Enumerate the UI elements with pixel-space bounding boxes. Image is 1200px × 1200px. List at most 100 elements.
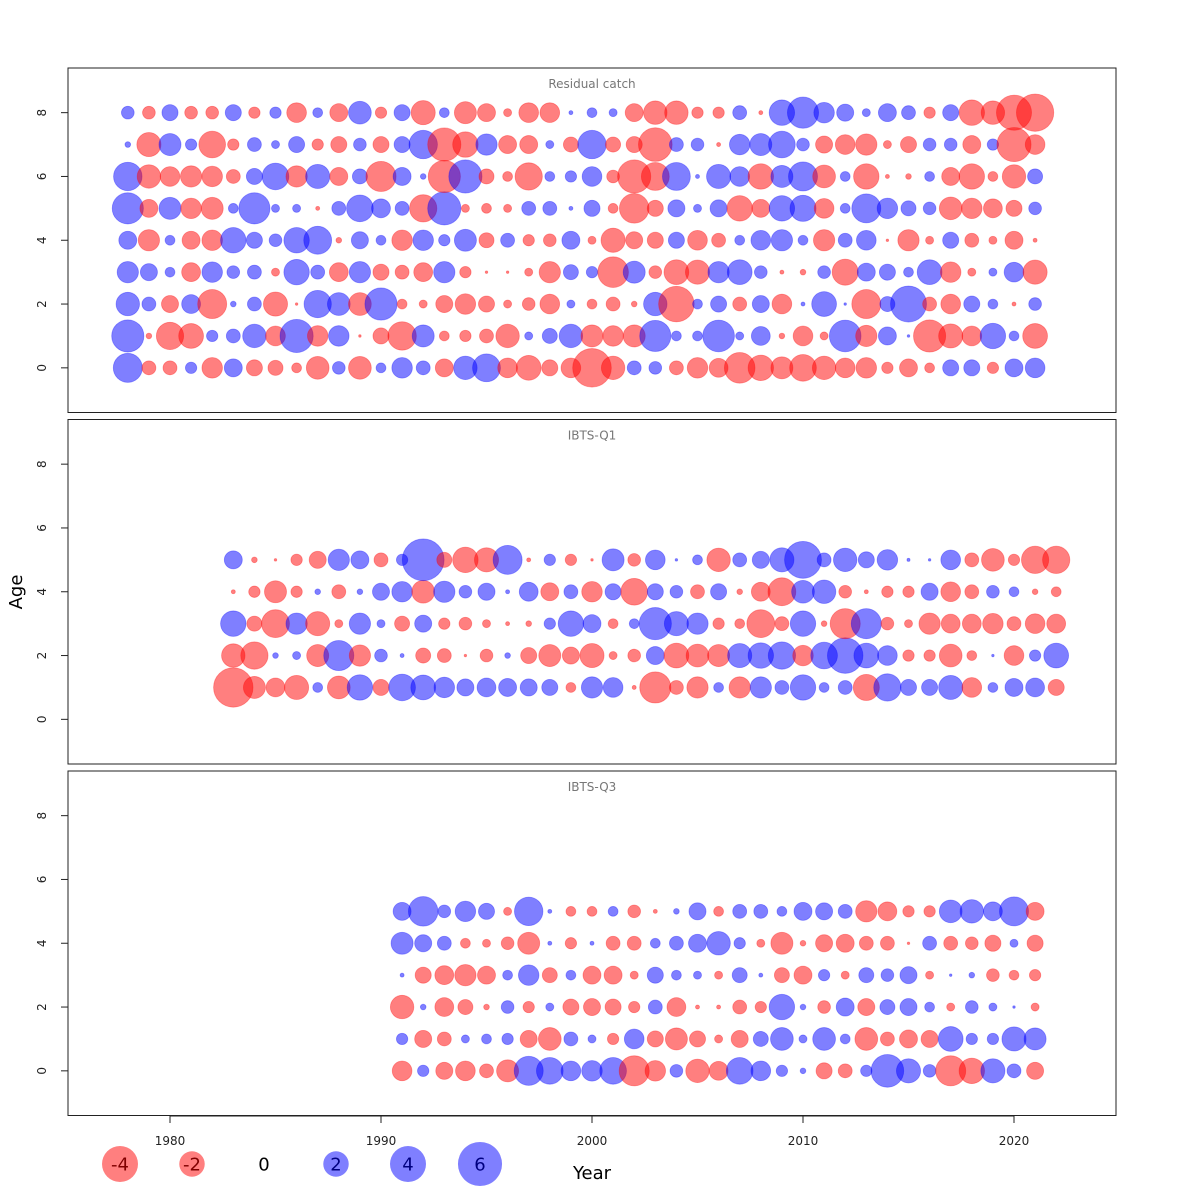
bubble-age0-2020 <box>1004 358 1024 378</box>
bubble-age2-2015 <box>902 649 915 662</box>
bubble-age4-1995 <box>477 582 496 601</box>
bubble-age3-2007 <box>734 618 746 629</box>
bubble-age4-2014 <box>881 585 894 598</box>
bubble-age0-1990 <box>375 362 387 374</box>
bubble-age6-2000 <box>581 166 603 187</box>
legend-label: 6 <box>474 1155 485 1176</box>
bubble-age0-1988 <box>332 361 346 375</box>
bubble-age5-1988 <box>327 548 350 571</box>
bubble-age3-2008 <box>754 265 768 279</box>
bubble-age4-2013 <box>863 589 869 595</box>
bubble-age6-1990 <box>365 160 397 192</box>
bubble-age5-2020 <box>999 896 1029 927</box>
bubble-age2-2008 <box>754 1000 767 1014</box>
bubble-age8-1992 <box>410 100 436 126</box>
bubble-age7-2006 <box>716 142 722 147</box>
bubble-age4-1988 <box>335 237 343 244</box>
bubble-age5-1983 <box>227 203 239 214</box>
bubble-age5-1990 <box>373 552 389 568</box>
bubble-age5-1987 <box>315 205 321 211</box>
bubble-age0-2007 <box>725 1057 754 1085</box>
bubble-age0-1982 <box>201 357 223 379</box>
bubble-age2-2005 <box>692 298 703 310</box>
bubble-age8-2007 <box>732 105 748 121</box>
bubble-age4-2012 <box>838 584 852 599</box>
bubble-age1-1998 <box>541 328 558 344</box>
bubble-age2-2004 <box>663 642 690 669</box>
bubble-age8-1982 <box>205 105 219 120</box>
bubble-age1-1990 <box>372 678 390 696</box>
bubble-age1-2020 <box>1004 678 1024 697</box>
bubble-age2-2014 <box>877 645 898 666</box>
bubble-age3-2014 <box>880 616 895 631</box>
bubble-age0-1993 <box>435 1061 454 1080</box>
bubble-age3-2006 <box>707 261 730 284</box>
bubble-age3-2002 <box>622 260 646 284</box>
bubble-age4-2015 <box>897 229 920 252</box>
bubble-age0-1994 <box>455 1060 476 1082</box>
bubble-age6-1999 <box>564 170 577 183</box>
bubble-age3-1990 <box>372 263 390 281</box>
bubble-age1-1995 <box>481 1033 492 1045</box>
bubble-age5-1999 <box>564 553 577 566</box>
bubble-age0-1991 <box>391 1060 413 1082</box>
bubble-age0-1989 <box>348 356 372 380</box>
bubble-age5-2016 <box>923 905 936 918</box>
bubble-age1-2005 <box>686 676 709 699</box>
bubble-age1-1990 <box>372 327 390 345</box>
bubble-age3-2019 <box>988 267 998 277</box>
bubble-age4-2021 <box>1031 588 1039 595</box>
bubble-age0-1999 <box>560 1060 582 1082</box>
y-tick-label: 2 <box>35 300 49 308</box>
bubble-age2-1994 <box>454 293 477 315</box>
bubble-age3-1990 <box>376 619 386 629</box>
bubble-age4-2019 <box>986 584 1000 599</box>
bubble-age2-1985 <box>263 291 288 317</box>
bubble-age6-1979 <box>136 164 162 189</box>
y-tick-label: 8 <box>35 812 49 820</box>
bubble-age5-1993 <box>437 904 452 919</box>
y-tick-label: 4 <box>35 939 49 947</box>
bubble-age1-2007 <box>730 1030 749 1048</box>
bubble-age6-2015 <box>905 173 912 180</box>
bubble-age4-1989 <box>350 231 369 250</box>
bubble-age4-2013 <box>856 229 877 251</box>
bubble-age4-2011 <box>813 229 836 252</box>
bubble-age2-1993 <box>434 997 455 1017</box>
bubble-age7-2021 <box>1024 134 1046 155</box>
bubble-age2-2018 <box>963 295 981 313</box>
bubble-age2-2000 <box>579 643 605 669</box>
bubble-age0-2004 <box>669 1064 684 1078</box>
bubble-age3-2015 <box>899 966 918 985</box>
bubble-age5-1981 <box>180 197 202 220</box>
bubble-age1-2003 <box>639 319 672 352</box>
bubble-age0-2020 <box>1006 1063 1022 1079</box>
bubble-age3-2021 <box>1029 969 1042 982</box>
bubble-age1-2012 <box>839 1033 851 1045</box>
bubble-age1-2002 <box>623 1028 645 1050</box>
bubble-age0-2016 <box>924 362 935 374</box>
bubble-age2-1993 <box>436 648 452 663</box>
bubble-age2-2007 <box>732 296 748 312</box>
panels: Residual catch 0 2 4 6 8 IBTS-Q1 0 2 4 6 8 IBTS-Q3 0 2… <box>35 67 1117 1116</box>
bubble-age5-2006 <box>709 199 728 218</box>
bubble-age4-2018 <box>965 936 979 951</box>
bubble-age2-2006 <box>710 295 728 313</box>
bubble-age8-1995 <box>477 103 496 123</box>
bubble-age0-1993 <box>434 358 454 378</box>
bubble-age8-1999 <box>568 110 574 116</box>
bubble-age5-1987 <box>308 550 327 569</box>
bubble-age2-1985 <box>272 652 279 659</box>
bubble-age1-1999 <box>565 682 577 693</box>
bubble-age4-2004 <box>669 584 684 599</box>
bubble-age5-2007 <box>732 903 748 919</box>
legend-bubble <box>323 1151 349 1177</box>
bubble-age3-2011 <box>820 620 828 627</box>
bubble-age0-1992 <box>417 1064 430 1077</box>
bubble-age0-1984 <box>245 359 263 377</box>
bubble-age3-2015 <box>903 266 914 278</box>
bubble-age4-1999 <box>563 584 579 600</box>
bubble-age5-1985 <box>271 203 280 213</box>
bubble-age5-2022 <box>1042 545 1071 574</box>
